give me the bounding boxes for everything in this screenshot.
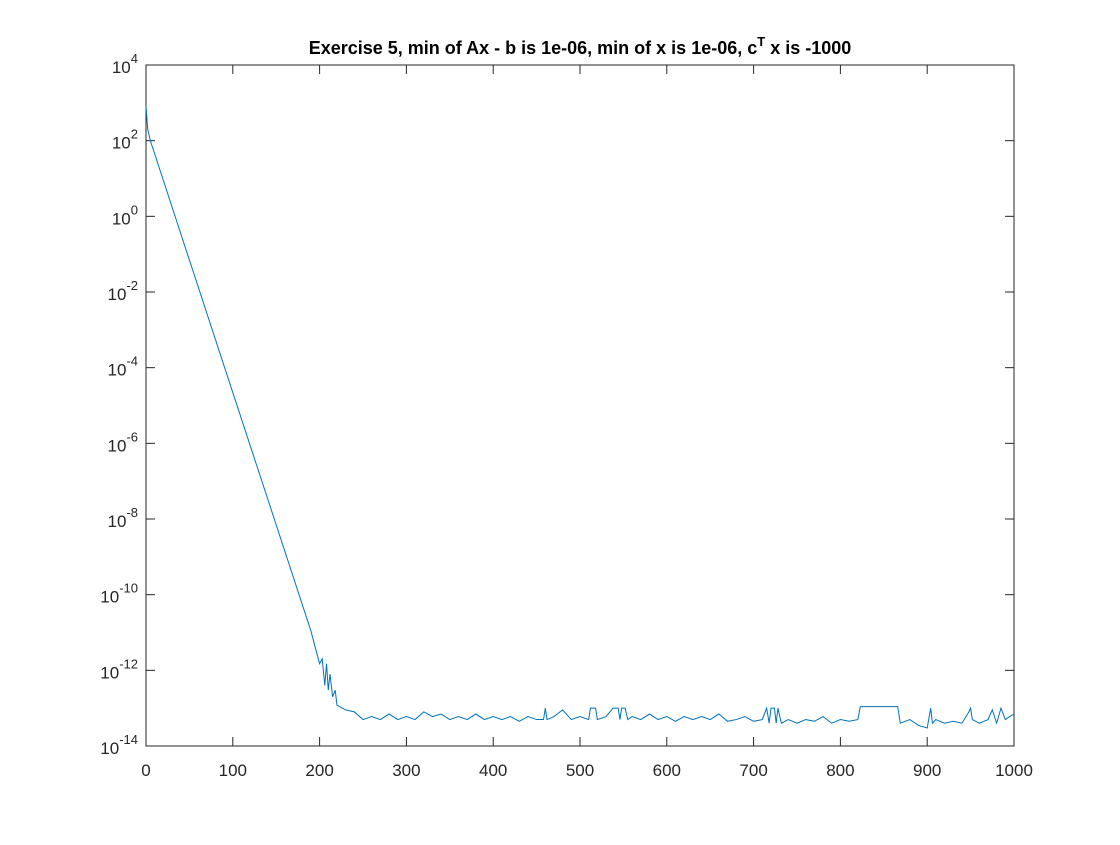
y-tick-label: 102 (112, 127, 138, 153)
tick-base: 10 (108, 512, 127, 531)
tick-exponent: 2 (131, 127, 138, 142)
x-tick-label: 700 (739, 761, 767, 780)
tick-base: 10 (108, 361, 127, 380)
x-tick-label: 800 (826, 761, 854, 780)
tick-base: 10 (108, 436, 127, 455)
y-tick-label: 100 (112, 202, 138, 228)
y-tick-label: 104 (112, 51, 138, 77)
x-tick-label: 200 (305, 761, 333, 780)
tick-base: 10 (108, 285, 127, 304)
tick-base: 10 (112, 134, 131, 153)
title-part: x is -1000 (765, 38, 851, 58)
x-tick-label: 300 (392, 761, 420, 780)
y-tick-label: 10-8 (108, 505, 138, 531)
y-tick-label: 10-10 (100, 581, 138, 607)
y-tick-label: 10-6 (108, 429, 138, 455)
tick-base: 10 (100, 739, 119, 758)
tick-exponent: -10 (119, 581, 138, 596)
tick-exponent: -12 (119, 656, 138, 671)
x-tick-label: 500 (566, 761, 594, 780)
tick-base: 10 (100, 663, 119, 682)
tick-exponent: -14 (119, 732, 138, 747)
tick-exponent: -4 (126, 354, 138, 369)
y-tick-label: 10-14 (100, 732, 138, 758)
x-tick-label: 400 (479, 761, 507, 780)
x-tick-label: 600 (653, 761, 681, 780)
tick-exponent: -2 (126, 278, 138, 293)
tick-exponent: -8 (126, 505, 138, 520)
x-tick-label: 900 (913, 761, 941, 780)
tick-exponent: 4 (131, 51, 138, 66)
chart-title: Exercise 5, min of Ax - b is 1e-06, min … (309, 34, 852, 58)
tick-exponent: 0 (131, 202, 138, 217)
y-tick-label: 10-12 (100, 656, 138, 682)
x-tick-label: 100 (219, 761, 247, 780)
tick-base: 10 (112, 58, 131, 77)
y-tick-label: 10-4 (108, 354, 138, 380)
tick-base: 10 (100, 588, 119, 607)
x-tick-label: 1000 (995, 761, 1033, 780)
y-tick-label: 10-2 (108, 278, 138, 304)
tick-exponent: -6 (126, 429, 138, 444)
data-line (145, 106, 1015, 729)
title-superscript: T (757, 34, 765, 49)
tick-base: 10 (112, 209, 131, 228)
title-part: Exercise 5, min of Ax - b is 1e-06, min … (309, 38, 758, 58)
x-tick-label: 0 (141, 761, 150, 780)
